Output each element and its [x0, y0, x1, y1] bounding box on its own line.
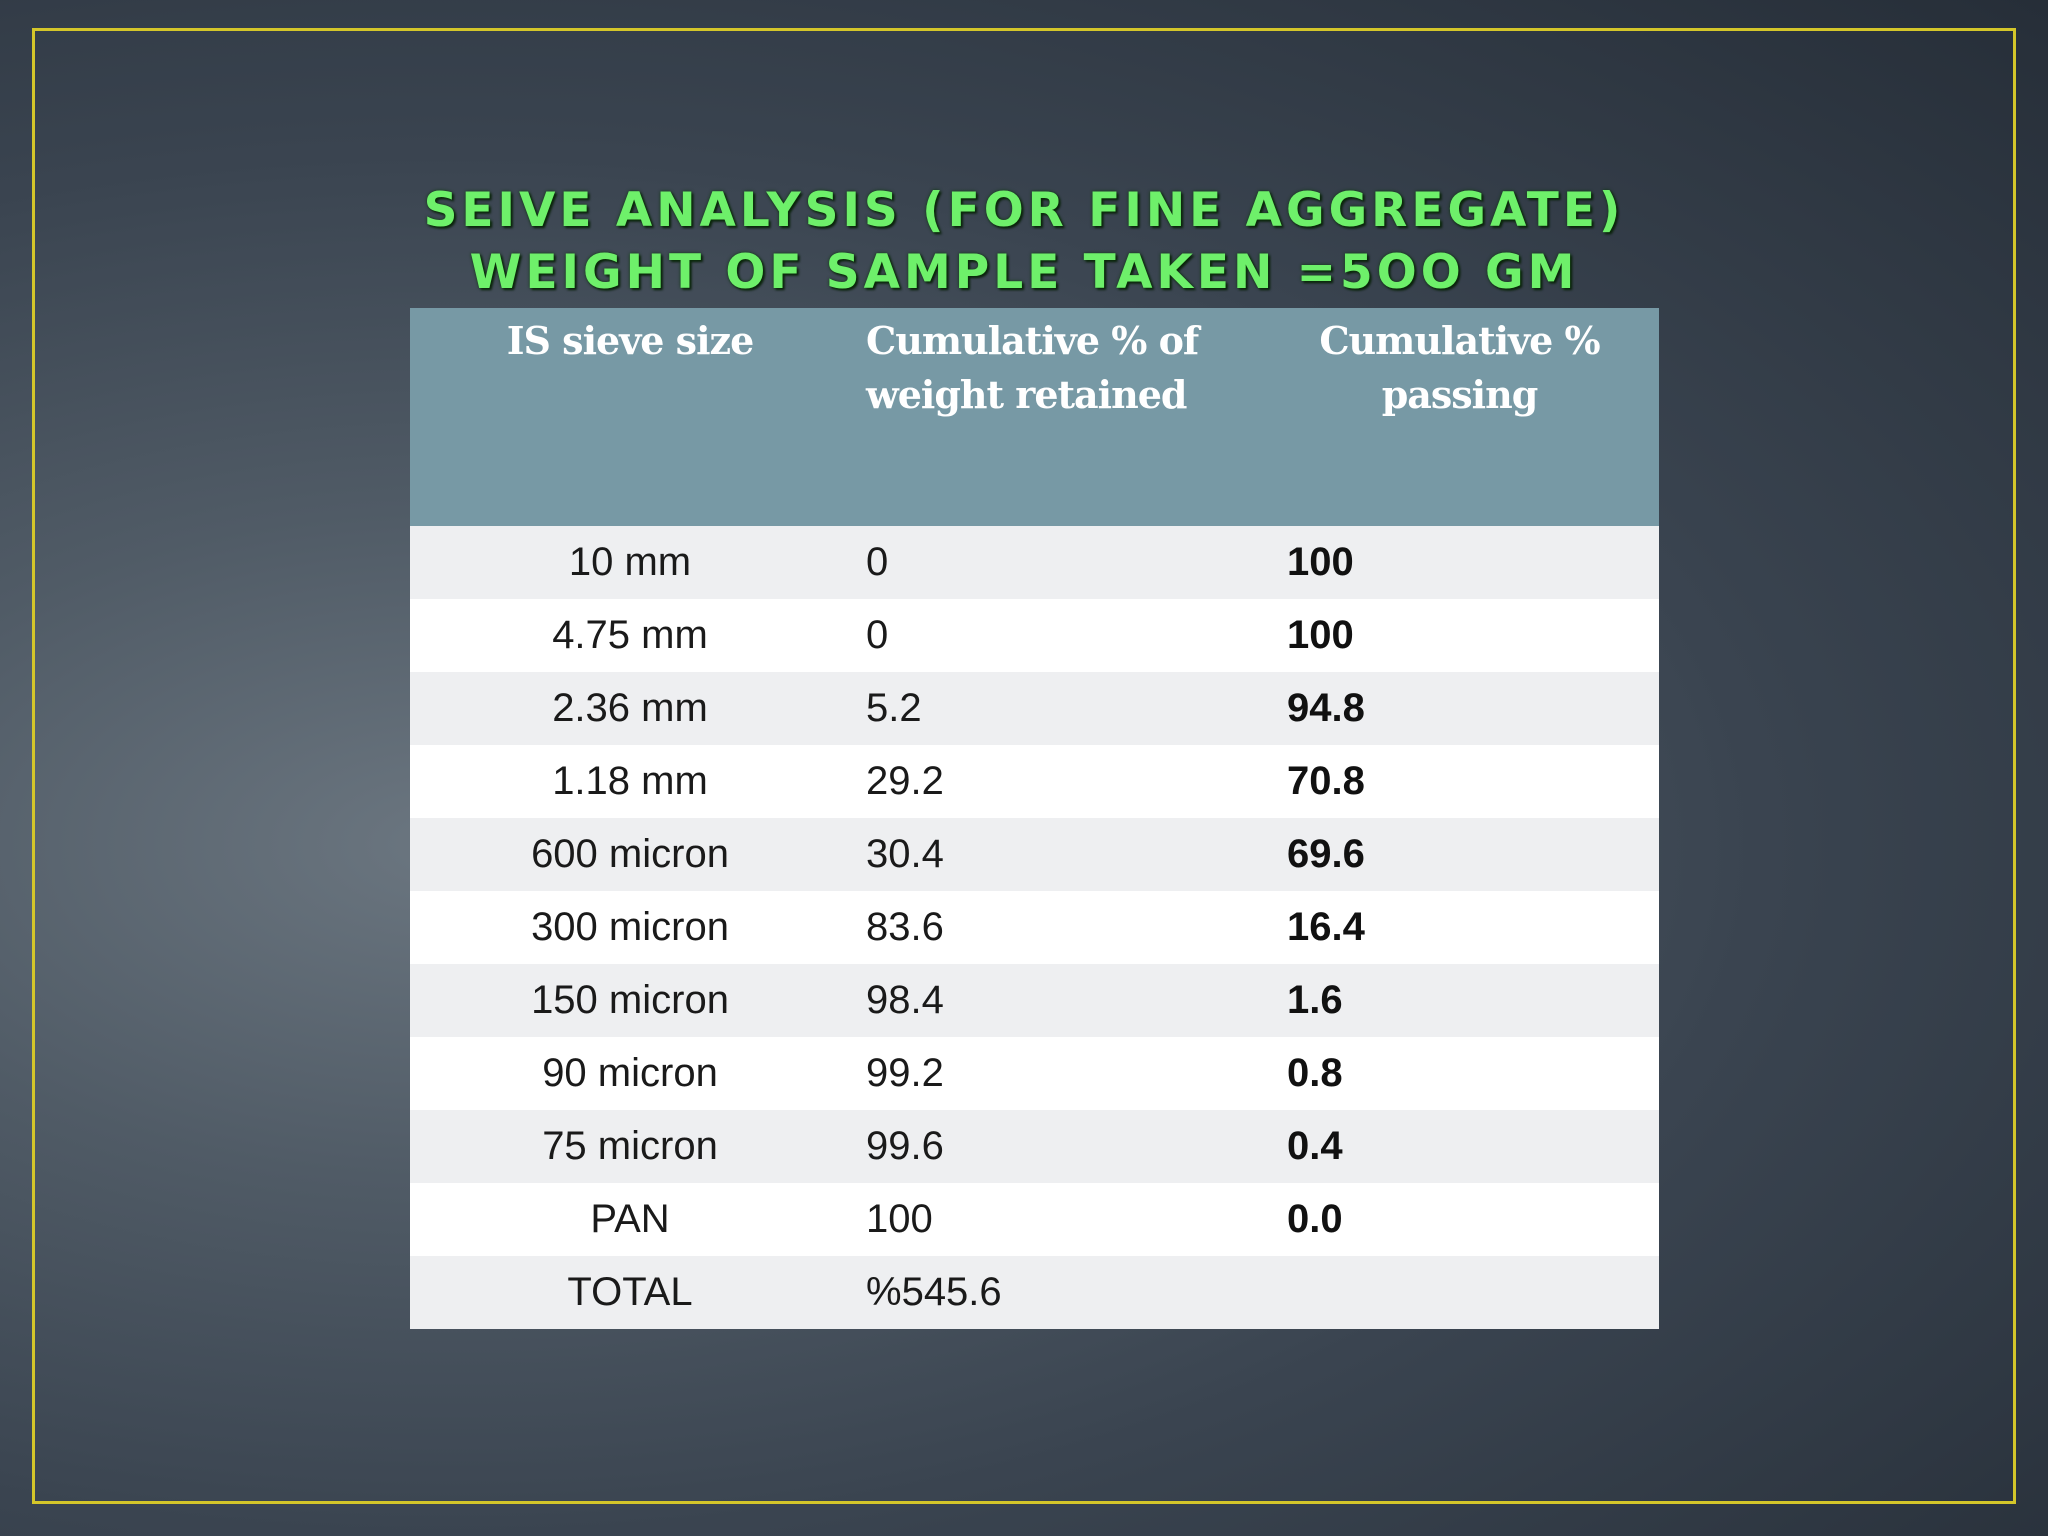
cell-retained: 30.4: [866, 832, 944, 876]
cell-passing: 70.8: [1287, 759, 1365, 803]
cell-passing: 100: [1287, 540, 1354, 584]
cell-sieve-size: 600 micron: [531, 832, 729, 876]
cell-passing: 0.4: [1287, 1124, 1343, 1168]
cell-retained: 83.6: [866, 905, 944, 949]
cell-retained: 100: [866, 1197, 933, 1241]
slide-frame: [32, 28, 2016, 1504]
table-row: 150 micron 98.4 1.6: [410, 964, 1659, 1037]
cell-passing: 69.6: [1287, 832, 1365, 876]
cell-sieve-size: 300 micron: [531, 905, 729, 949]
table-row: 300 micron 83.6 16.4: [410, 891, 1659, 964]
cell-sieve-size: 90 micron: [542, 1051, 718, 1095]
cell-retained: 98.4: [866, 978, 944, 1022]
table-row: 600 micron 30.4 69.6: [410, 818, 1659, 891]
cell-retained: 5.2: [866, 686, 922, 730]
cell-sieve-size: 75 micron: [542, 1124, 718, 1168]
table-row: PAN 100 0.0: [410, 1183, 1659, 1256]
table-row: 2.36 mm 5.2 94.8: [410, 672, 1659, 745]
table-row-total: TOTAL %545.6: [410, 1256, 1659, 1329]
cell-retained: 29.2: [866, 759, 944, 803]
cell-retained: 99.2: [866, 1051, 944, 1095]
table-header-row: IS sieve size Cumulative % of weight ret…: [410, 308, 1659, 526]
table-row: 10 mm 0 100: [410, 526, 1659, 599]
cell-sieve-size: TOTAL: [567, 1270, 693, 1314]
cell-retained: 99.6: [866, 1124, 944, 1168]
table-row: 90 micron 99.2 0.8: [410, 1037, 1659, 1110]
cell-passing: 16.4: [1287, 905, 1365, 949]
sieve-analysis-table: IS sieve size Cumulative % of weight ret…: [410, 308, 1659, 1329]
cell-sieve-size: PAN: [590, 1197, 670, 1241]
header-cumulative-retained: Cumulative % of weight retained: [866, 318, 1199, 417]
cell-retained: 0: [866, 540, 889, 584]
table-row: 75 micron 99.6 0.4: [410, 1110, 1659, 1183]
cell-passing: 100: [1287, 613, 1354, 657]
cell-sieve-size: 1.18 mm: [552, 759, 708, 803]
cell-retained: %545.6: [866, 1270, 1002, 1314]
cell-passing: 1.6: [1287, 978, 1343, 1022]
header-sieve-size: IS sieve size: [506, 318, 755, 363]
cell-retained: 0: [866, 613, 889, 657]
cell-passing: [1260, 1256, 1659, 1329]
title-line-2: WEIGHT OF SAMPLE TAKEN =5OO GM: [469, 245, 1579, 300]
cell-sieve-size: 10 mm: [568, 540, 692, 584]
header-cumulative-passing: Cumulative % passing: [1319, 318, 1600, 417]
table-row: 4.75 mm 0 100: [410, 599, 1659, 672]
cell-sieve-size: 2.36 mm: [552, 686, 708, 730]
cell-passing: 0.0: [1287, 1197, 1343, 1241]
cell-passing: 0.8: [1287, 1051, 1343, 1095]
title-line-1: SEIVE ANALYSIS (FOR FINE AGGREGATE): [423, 183, 1625, 238]
cell-sieve-size: 150 micron: [531, 978, 729, 1022]
table-row: 1.18 mm 29.2 70.8: [410, 745, 1659, 818]
cell-sieve-size: 4.75 mm: [552, 613, 708, 657]
slide-title: SEIVE ANALYSIS (FOR FINE AGGREGATE) WEIG…: [0, 180, 2048, 304]
cell-passing: 94.8: [1287, 686, 1365, 730]
